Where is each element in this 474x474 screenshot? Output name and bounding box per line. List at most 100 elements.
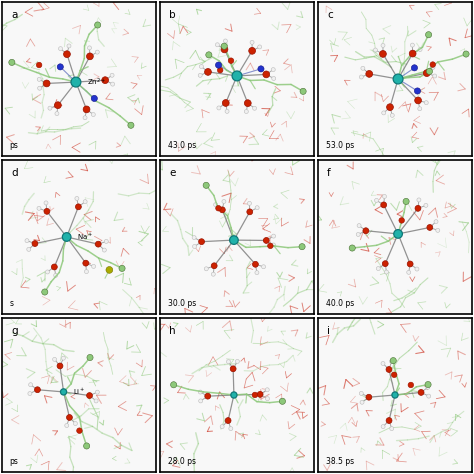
Circle shape xyxy=(426,32,432,38)
Circle shape xyxy=(110,82,115,86)
Circle shape xyxy=(217,106,221,110)
Circle shape xyxy=(57,64,64,70)
Circle shape xyxy=(381,425,385,428)
Circle shape xyxy=(221,43,228,49)
Circle shape xyxy=(392,392,398,398)
Circle shape xyxy=(394,229,402,238)
Circle shape xyxy=(408,382,414,388)
Text: f: f xyxy=(327,168,331,178)
Circle shape xyxy=(75,204,82,210)
Circle shape xyxy=(361,66,365,70)
Circle shape xyxy=(431,65,435,69)
Circle shape xyxy=(272,243,275,247)
Circle shape xyxy=(55,102,61,109)
Circle shape xyxy=(119,265,125,272)
Circle shape xyxy=(381,202,387,208)
Circle shape xyxy=(376,266,380,271)
Circle shape xyxy=(77,428,82,433)
Circle shape xyxy=(27,247,31,251)
Text: 38.5 ps: 38.5 ps xyxy=(326,457,354,466)
Circle shape xyxy=(399,218,404,223)
Text: d: d xyxy=(11,168,18,178)
Circle shape xyxy=(418,107,422,111)
Circle shape xyxy=(67,44,71,48)
Circle shape xyxy=(366,394,372,400)
Circle shape xyxy=(51,264,57,270)
Text: g: g xyxy=(11,326,18,336)
Circle shape xyxy=(383,261,388,266)
Text: a: a xyxy=(11,9,18,19)
Circle shape xyxy=(227,360,230,364)
Circle shape xyxy=(386,366,392,373)
Circle shape xyxy=(349,245,356,251)
Circle shape xyxy=(222,100,229,106)
Circle shape xyxy=(387,104,393,110)
Circle shape xyxy=(263,71,270,78)
Circle shape xyxy=(42,289,48,295)
Circle shape xyxy=(374,48,377,52)
Circle shape xyxy=(128,122,134,128)
Circle shape xyxy=(425,382,431,388)
Circle shape xyxy=(83,106,90,113)
Circle shape xyxy=(253,261,258,267)
Text: c: c xyxy=(327,9,333,19)
Circle shape xyxy=(43,80,50,87)
Circle shape xyxy=(54,273,58,277)
Circle shape xyxy=(359,392,363,395)
Circle shape xyxy=(414,88,420,94)
Circle shape xyxy=(200,64,203,69)
Circle shape xyxy=(418,47,422,52)
Circle shape xyxy=(232,71,242,81)
Circle shape xyxy=(95,390,100,394)
Circle shape xyxy=(192,236,196,240)
Circle shape xyxy=(88,46,91,50)
Circle shape xyxy=(206,52,212,58)
Circle shape xyxy=(218,67,223,73)
Circle shape xyxy=(463,51,469,57)
Circle shape xyxy=(203,182,209,188)
Circle shape xyxy=(65,423,69,428)
Circle shape xyxy=(28,383,33,387)
Circle shape xyxy=(84,270,89,273)
Circle shape xyxy=(83,260,89,266)
Circle shape xyxy=(229,236,238,245)
Circle shape xyxy=(229,427,233,430)
Circle shape xyxy=(360,400,364,404)
Circle shape xyxy=(415,97,421,104)
Circle shape xyxy=(75,196,79,201)
Circle shape xyxy=(87,355,93,361)
Circle shape xyxy=(211,272,215,276)
Circle shape xyxy=(102,77,109,83)
Circle shape xyxy=(300,88,306,94)
Circle shape xyxy=(104,239,108,244)
Circle shape xyxy=(35,387,40,392)
Circle shape xyxy=(44,209,50,214)
Circle shape xyxy=(299,244,305,250)
Circle shape xyxy=(37,86,42,90)
Circle shape xyxy=(407,270,411,274)
Text: s: s xyxy=(9,299,14,308)
Circle shape xyxy=(102,248,106,252)
Circle shape xyxy=(271,68,275,72)
Circle shape xyxy=(410,43,414,47)
Circle shape xyxy=(205,393,210,399)
Circle shape xyxy=(390,113,394,118)
Text: ps: ps xyxy=(9,141,18,150)
Circle shape xyxy=(44,201,48,205)
Circle shape xyxy=(83,443,90,449)
Circle shape xyxy=(228,58,234,64)
Circle shape xyxy=(250,40,254,45)
Circle shape xyxy=(433,74,437,78)
Text: 53.0 ps: 53.0 ps xyxy=(326,141,354,150)
Circle shape xyxy=(427,225,433,230)
Circle shape xyxy=(199,239,204,245)
Circle shape xyxy=(110,73,114,77)
Text: 43.0 ps: 43.0 ps xyxy=(168,141,196,150)
Text: ps: ps xyxy=(9,457,18,466)
Circle shape xyxy=(83,116,87,120)
Circle shape xyxy=(9,59,15,65)
Circle shape xyxy=(415,205,421,211)
Circle shape xyxy=(427,394,431,398)
Circle shape xyxy=(198,73,202,77)
Circle shape xyxy=(392,372,397,378)
